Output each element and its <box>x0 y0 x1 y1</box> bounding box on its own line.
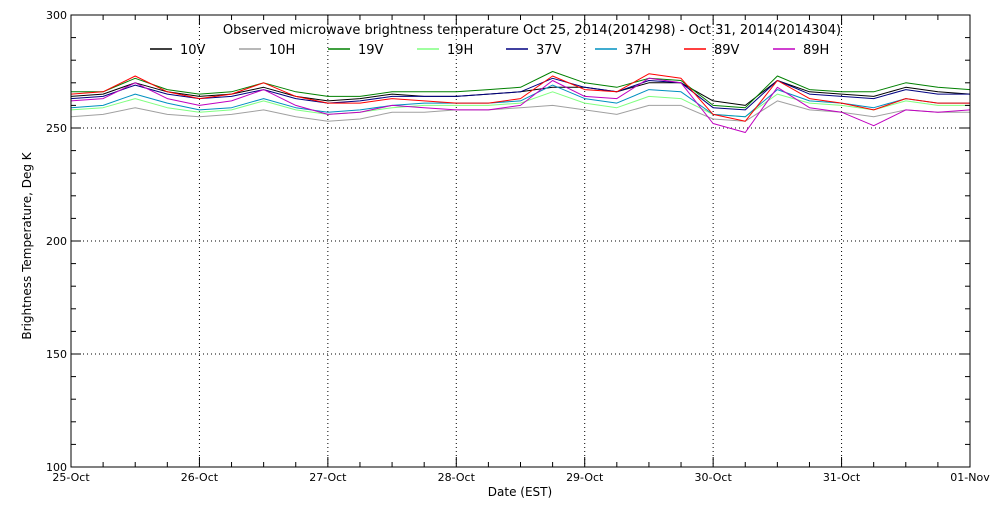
legend-label-10v: 10V <box>180 43 206 58</box>
legend-label-19h: 19H <box>447 43 473 58</box>
tick-label-layer: 100 150 200 250 300 25-Oct 26-Oct 27-Oct 28-Oct 2… <box>46 9 990 484</box>
series-line-89h <box>70 77 971 133</box>
legend-label-37h: 37H <box>625 43 651 58</box>
x-axis-title: Date (EST) <box>488 485 552 499</box>
series-line-37v <box>70 77 970 111</box>
x-tick-label: 31-Oct <box>823 471 861 484</box>
grid-layer <box>71 15 970 467</box>
y-axis-title: Brightness Temperature, Deg K <box>20 151 34 339</box>
x-tick-label: 01-Nov <box>950 471 990 484</box>
tick-layer <box>70 14 971 468</box>
y-tick-label: 150 <box>46 348 67 361</box>
series-line-37h <box>70 84 970 118</box>
y-tick-label: 200 <box>46 235 67 248</box>
series-line-10v <box>70 80 971 106</box>
x-tick-label: 25-Oct <box>52 471 90 484</box>
x-tick-label: 26-Oct <box>181 471 219 484</box>
chart-title: Observed microwave brightness temperatur… <box>223 23 841 38</box>
legend-label-89h: 89H <box>803 43 829 58</box>
y-tick-label: 100 <box>46 461 67 474</box>
series-line-19v <box>71 71 971 109</box>
legend-label-19v: 19V <box>358 43 384 58</box>
y-tick-label: 250 <box>46 122 67 135</box>
legend-label-10h: 10H <box>269 43 295 58</box>
series-line-10h <box>70 100 970 122</box>
legend-label-37v: 37V <box>536 43 562 58</box>
x-tick-label: 28-Oct <box>438 471 476 484</box>
legend: 10V 10H 19V 19H 37V 37H 89V 89H <box>150 43 829 58</box>
x-tick-label: 27-Oct <box>309 471 347 484</box>
series-line-19h <box>70 91 970 118</box>
series-line-89v <box>70 73 970 122</box>
y-tick-label: 300 <box>46 9 67 22</box>
legend-label-89v: 89V <box>714 43 740 58</box>
x-tick-label: 29-Oct <box>566 471 604 484</box>
x-tick-label: 30-Oct <box>694 471 732 484</box>
series-layer <box>70 71 971 133</box>
